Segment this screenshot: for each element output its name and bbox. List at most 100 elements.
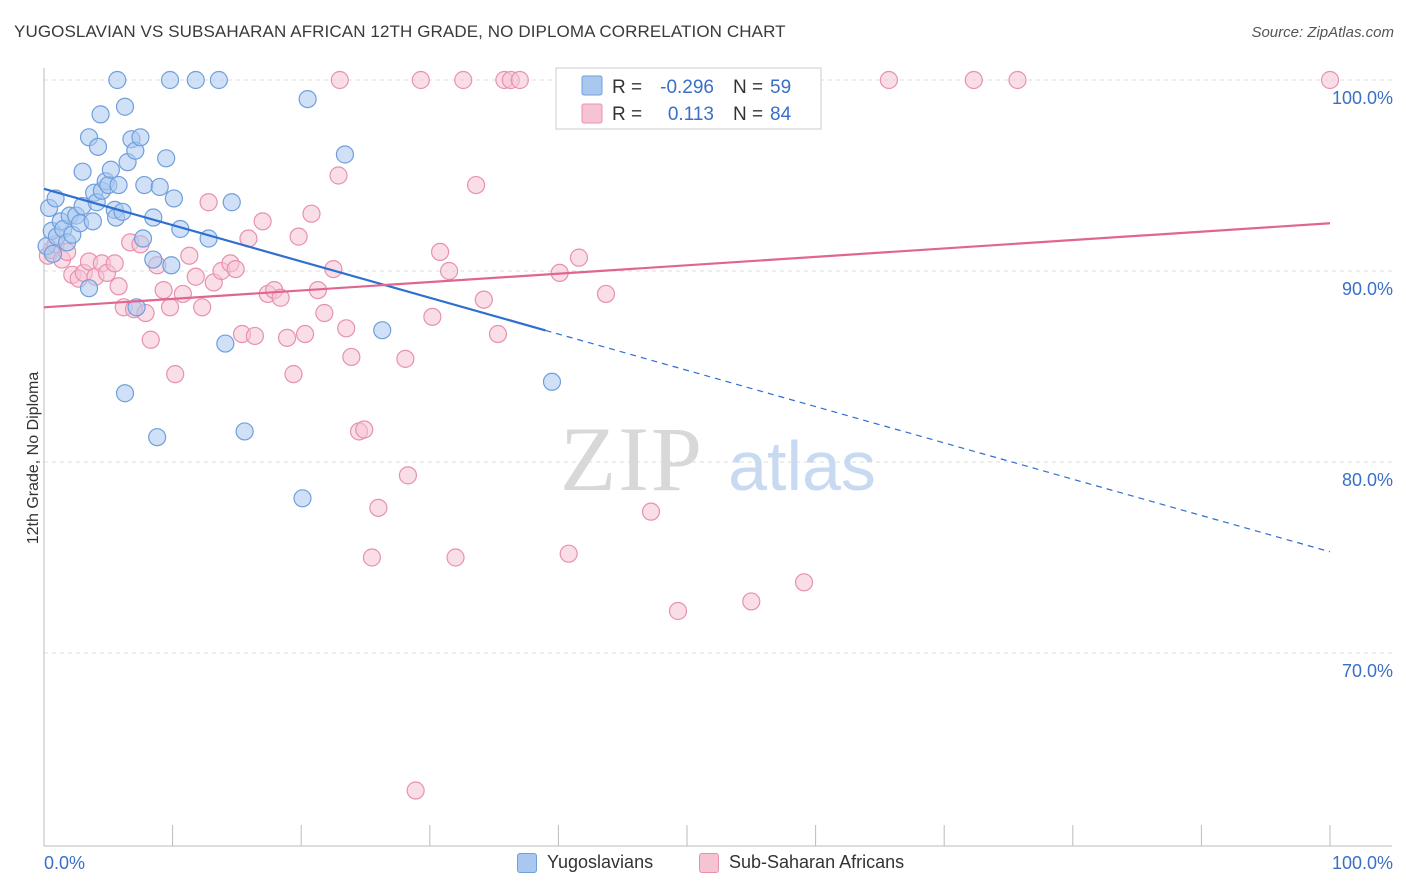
stats-swatch-blue xyxy=(581,75,603,96)
series-yugoslavians xyxy=(37,70,562,508)
point-sub-saharan-55 xyxy=(396,349,415,368)
point-sub-saharan-42 xyxy=(289,227,308,246)
point-yugoslavian-42 xyxy=(148,428,167,447)
point-sub-saharan-64 xyxy=(466,175,486,195)
stats-legend: R = -0.296 N = 59 R = 0.113 N = 84 xyxy=(555,67,822,130)
point-yugoslavian-32 xyxy=(115,97,135,116)
point-sub-saharan-25 xyxy=(180,246,199,265)
point-sub-saharan-65 xyxy=(474,290,493,309)
point-sub-saharan-61 xyxy=(439,261,459,281)
point-yugoslavian-47 xyxy=(164,189,183,208)
x-tick-label-0: 0.0% xyxy=(44,853,85,873)
point-sub-saharan-63 xyxy=(454,70,473,90)
point-yugoslavian-59 xyxy=(542,372,562,391)
watermark-zip: ZIP xyxy=(560,408,704,510)
point-sub-saharan-62 xyxy=(446,548,465,567)
point-sub-saharan-50 xyxy=(342,347,361,367)
point-yugoslavian-16 xyxy=(79,279,99,298)
point-sub-saharan-43 xyxy=(295,324,315,344)
trend-line-sub-saharan-africans xyxy=(43,222,1331,309)
legend-label-sub-saharan-africans: Sub-Saharan Africans xyxy=(729,852,905,872)
point-sub-saharan-22 xyxy=(160,298,180,317)
point-yugoslavian-25 xyxy=(101,160,120,179)
point-sub-saharan-24 xyxy=(173,284,192,304)
point-yugoslavian-51 xyxy=(209,70,228,90)
legend-swatch-blue xyxy=(517,852,537,873)
point-sub-saharan-23 xyxy=(166,365,185,384)
point-sub-saharan-54 xyxy=(369,498,388,517)
stats-n-value-2: 84 xyxy=(770,104,792,125)
point-sub-saharan-48 xyxy=(329,166,348,185)
legend-item-yugoslavians[interactable]: Yugoslavians xyxy=(517,852,653,873)
point-sub-saharan-59 xyxy=(423,307,442,326)
point-sub-saharan-28 xyxy=(199,193,218,212)
grid-lines xyxy=(44,79,1392,654)
stats-r-value-1: -0.296 xyxy=(660,77,714,98)
point-sub-saharan-57 xyxy=(406,781,425,800)
y-axis-label: 12th Grade, No Diploma xyxy=(25,372,42,545)
point-sub-saharan-69 xyxy=(510,70,529,90)
point-sub-saharan-13 xyxy=(109,277,128,296)
point-yugoslavian-17 xyxy=(83,212,102,231)
point-sub-saharan-21 xyxy=(154,281,173,300)
point-yugoslavian-3 xyxy=(43,244,63,263)
point-yugoslavian-44 xyxy=(157,149,176,168)
point-sub-saharan-83 xyxy=(1320,70,1340,90)
stats-n-label-2: N = xyxy=(733,104,763,125)
point-sub-saharan-35 xyxy=(245,326,265,346)
watermark-atlas: atlas xyxy=(728,427,876,505)
trend-lines xyxy=(43,187,1331,553)
point-yugoslavian-28 xyxy=(109,175,128,195)
stats-swatch-pink xyxy=(581,103,603,124)
point-sub-saharan-72 xyxy=(559,544,578,563)
point-sub-saharan-81 xyxy=(964,70,983,90)
point-yugoslavian-38 xyxy=(133,229,153,248)
tick-labels: 70.0% 80.0% 90.0% 100.0% 0.0% 100.0% xyxy=(44,88,1393,873)
point-yugoslavian-58 xyxy=(373,321,392,340)
point-yugoslavian-46 xyxy=(162,256,181,275)
point-yugoslavian-53 xyxy=(222,193,241,212)
point-yugoslavian-24 xyxy=(91,105,110,124)
point-yugoslavian-55 xyxy=(293,489,312,508)
trend-line-yugoslavians xyxy=(43,187,546,332)
point-yugoslavian-52 xyxy=(216,334,235,353)
point-sub-saharan-12 xyxy=(105,254,124,273)
y-tick-label-70: 70.0% xyxy=(1342,661,1393,681)
stats-n-value-1: 59 xyxy=(770,77,791,98)
axes xyxy=(43,68,1392,847)
point-sub-saharan-78 xyxy=(742,592,761,611)
stats-r-label-2: R = xyxy=(612,104,642,125)
point-yugoslavian-40 xyxy=(144,250,163,269)
point-yugoslavian-45 xyxy=(160,70,180,90)
point-yugoslavian-36 xyxy=(127,298,146,317)
point-sub-saharan-41 xyxy=(284,365,303,384)
point-yugoslavian-54 xyxy=(235,422,254,441)
point-sub-saharan-80 xyxy=(879,70,899,90)
source-label: Source: ZipAtlas.com xyxy=(1251,24,1394,41)
x-tick-label-100: 100.0% xyxy=(1332,853,1393,873)
point-yugoslavian-43 xyxy=(150,177,169,197)
point-sub-saharan-74 xyxy=(596,284,616,304)
trend-line-yugoslavians-extrapolated xyxy=(545,329,1331,553)
point-sub-saharan-56 xyxy=(398,466,418,485)
legend-item-sub-saharan-africans[interactable]: Sub-Saharan Africans xyxy=(699,852,904,873)
point-sub-saharan-77 xyxy=(668,601,688,621)
chart-title: YUGOSLAVIAN VS SUBSAHARAN AFRICAN 12TH G… xyxy=(14,22,786,41)
y-tick-label-90: 90.0% xyxy=(1342,279,1393,299)
point-sub-saharan-79 xyxy=(794,573,814,592)
point-yugoslavian-14 xyxy=(73,162,92,181)
point-sub-saharan-49 xyxy=(337,319,356,338)
point-sub-saharan-46 xyxy=(315,303,334,323)
point-sub-saharan-52 xyxy=(355,420,374,439)
y-tick-label-80: 80.0% xyxy=(1342,470,1393,490)
point-sub-saharan-26 xyxy=(186,267,205,286)
legend-swatch-pink xyxy=(699,852,719,873)
point-yugoslavian-56 xyxy=(298,89,317,109)
point-yugoslavian-39 xyxy=(135,175,154,195)
point-yugoslavian-20 xyxy=(88,137,108,156)
point-sub-saharan-60 xyxy=(430,242,450,261)
point-yugoslavian-49 xyxy=(186,70,205,90)
point-yugoslavian-57 xyxy=(335,145,355,164)
point-sub-saharan-40 xyxy=(277,328,297,347)
